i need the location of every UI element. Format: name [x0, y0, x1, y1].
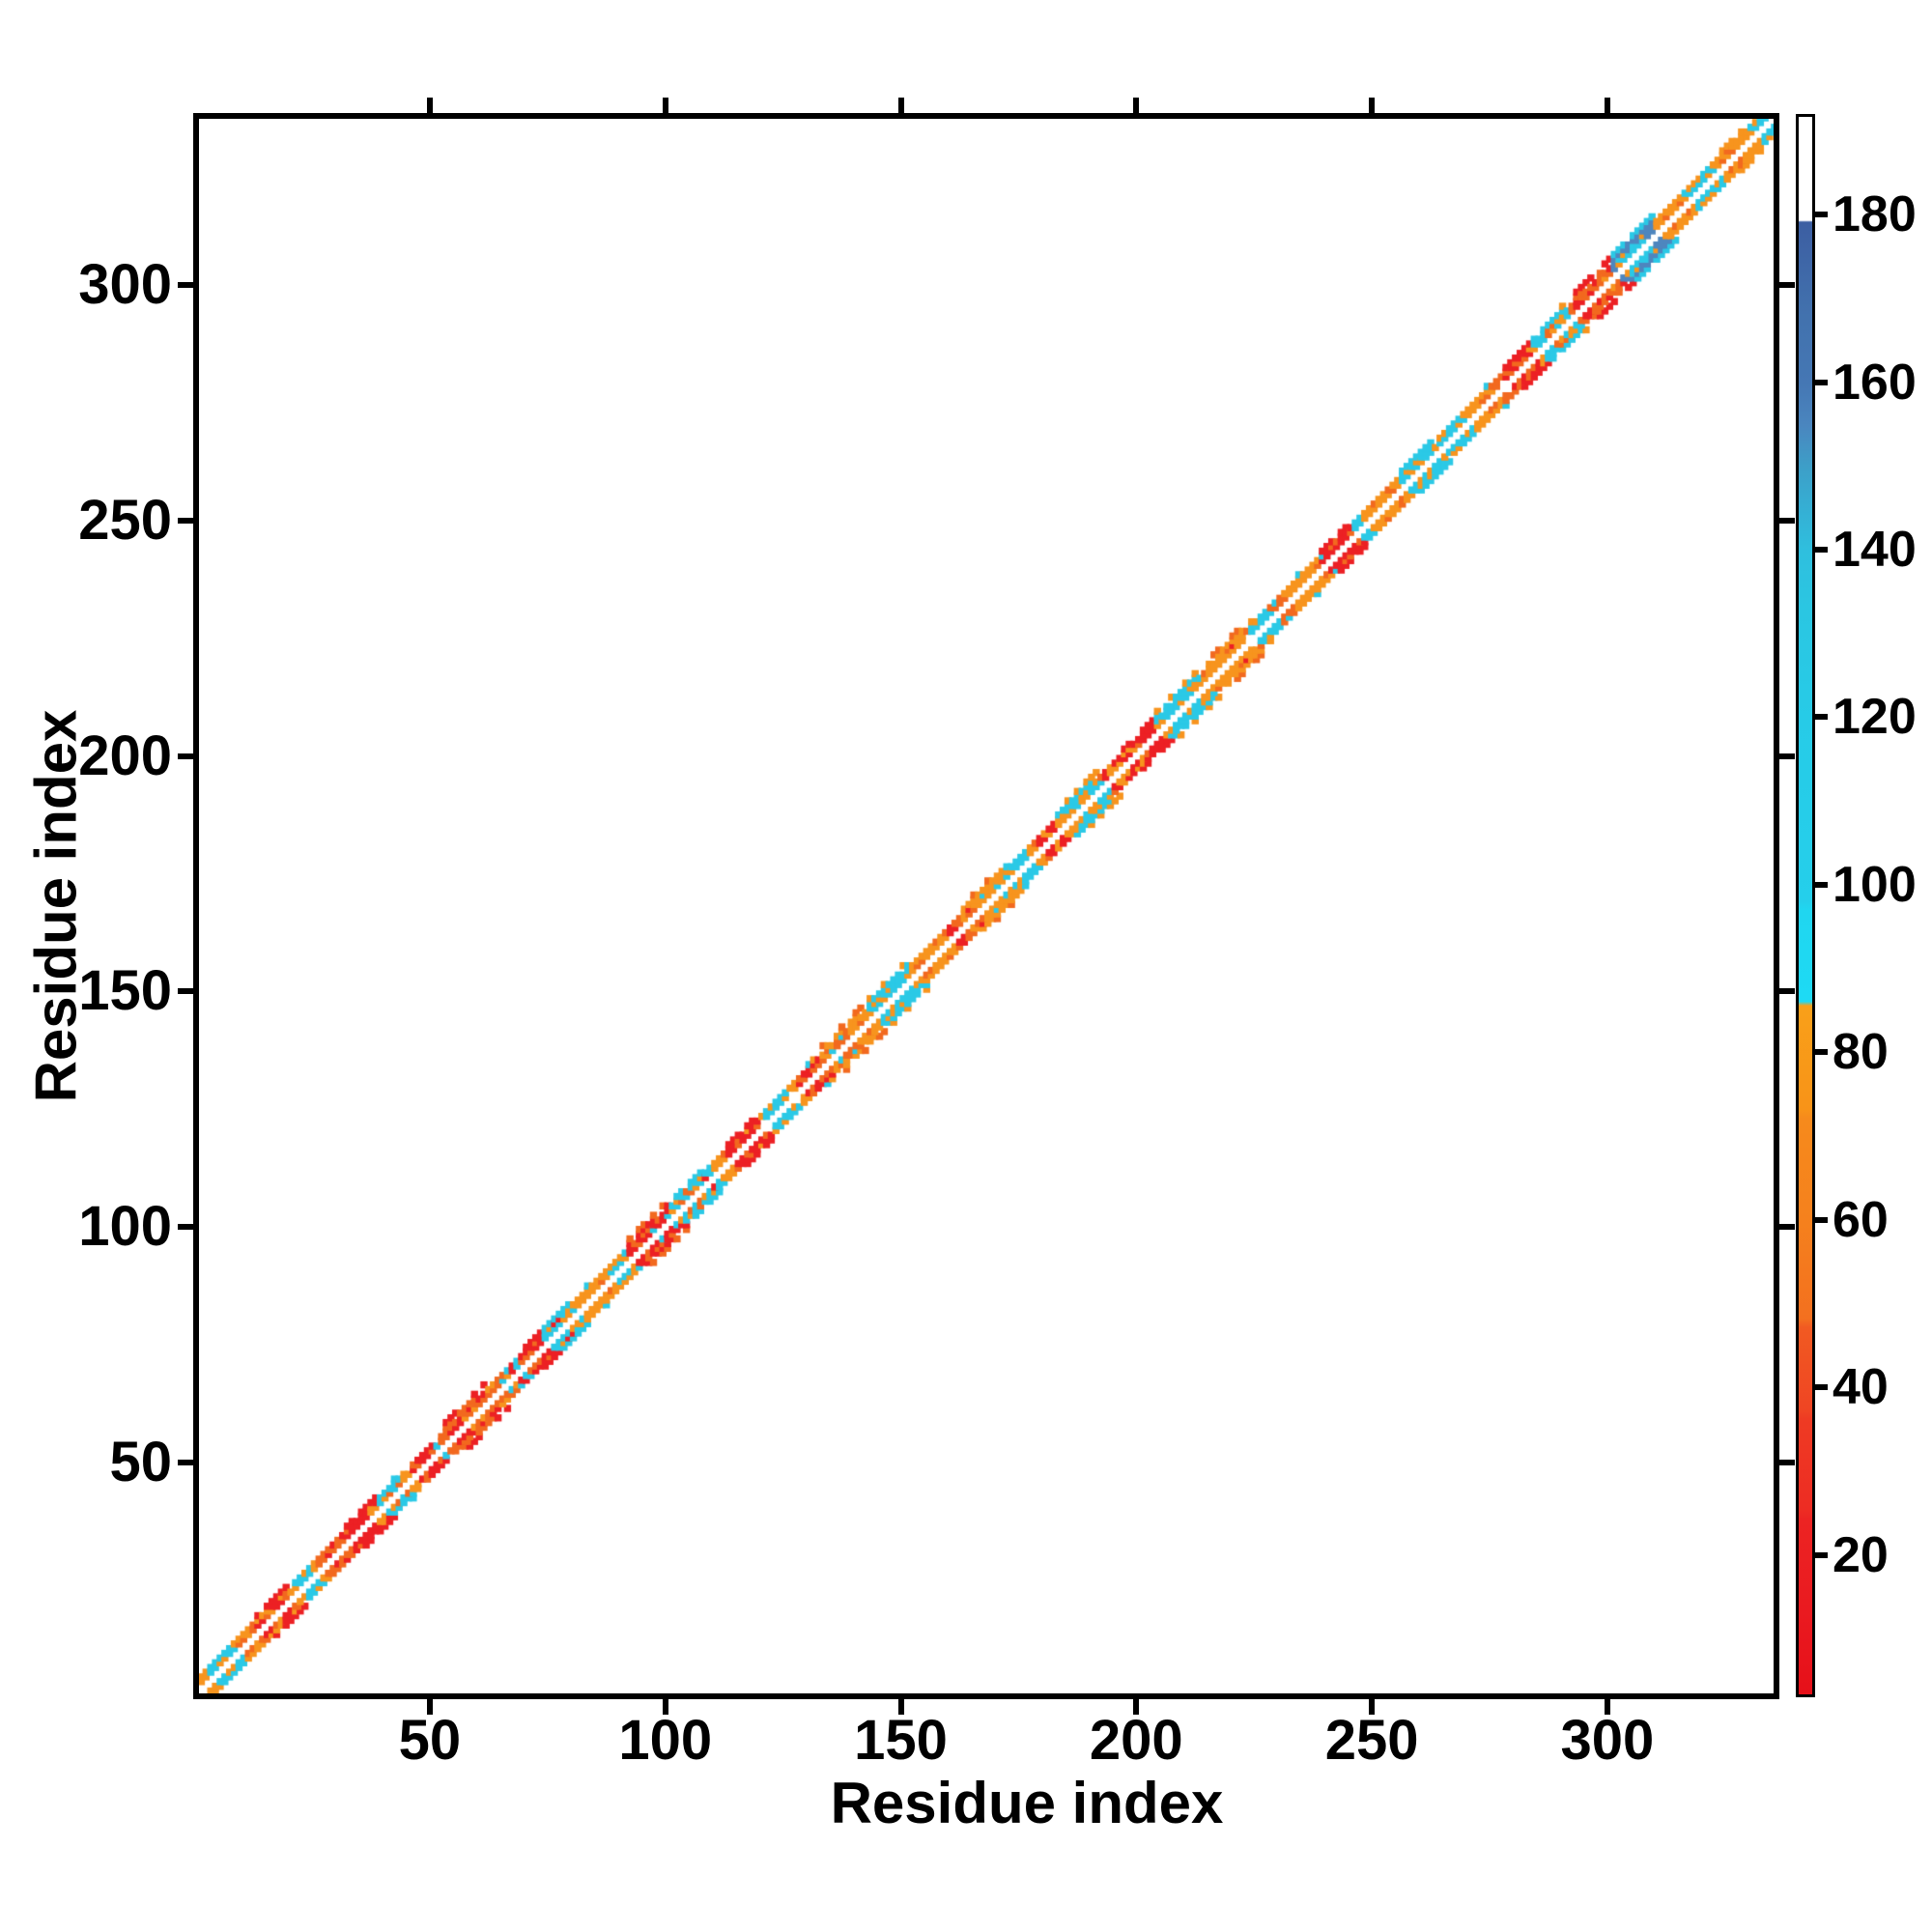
colorbar-tick	[1815, 212, 1828, 218]
y-tick-label: 300	[78, 253, 172, 317]
y-tick-label: 200	[78, 724, 172, 787]
x-tick-label: 300	[1560, 1709, 1655, 1772]
colorbar-tick	[1815, 379, 1828, 385]
y-axis-tick-right	[1779, 282, 1795, 289]
colorbar-tick	[1815, 546, 1828, 553]
colorbar	[1796, 114, 1815, 1697]
contact-map-canvas	[199, 119, 1774, 1693]
x-axis-tick-top	[426, 98, 433, 113]
x-axis-tick-top	[662, 98, 668, 113]
y-tick-label: 50	[109, 1431, 172, 1494]
y-tick-label: 150	[78, 959, 172, 1023]
y-axis-tick	[178, 753, 193, 759]
x-tick-label: 50	[398, 1709, 462, 1772]
y-axis-tick	[178, 517, 193, 524]
y-tick-label: 250	[78, 488, 172, 552]
y-axis-tick	[178, 282, 193, 289]
y-axis-title: Residue index	[23, 709, 89, 1103]
colorbar-tick	[1815, 1551, 1828, 1558]
colorbar-tick	[1815, 714, 1828, 721]
colorbar-tick-label: 20	[1833, 1526, 1889, 1583]
x-tick-label: 100	[618, 1709, 713, 1772]
colorbar-tick-label: 120	[1833, 689, 1917, 746]
colorbar-tick-label: 160	[1833, 354, 1917, 411]
y-axis-tick-right	[1779, 517, 1795, 524]
x-tick-label: 200	[1089, 1709, 1183, 1772]
x-axis-tick-top	[1369, 98, 1376, 113]
colorbar-tick-label: 180	[1833, 186, 1917, 243]
y-axis-tick	[178, 1460, 193, 1466]
colorbar-tick-label: 60	[1833, 1191, 1889, 1248]
x-axis-title-text: Residue index	[830, 1771, 1224, 1835]
colorbar-tick-label: 40	[1833, 1359, 1889, 1416]
colorbar-tick	[1815, 881, 1828, 888]
x-axis-tick	[1604, 1699, 1610, 1715]
x-tick-label: 150	[854, 1709, 948, 1772]
x-axis-tick-top	[1604, 98, 1610, 113]
colorbar-tick-label: 100	[1833, 856, 1917, 913]
y-axis-tick-right	[1779, 753, 1795, 759]
x-tick-label: 250	[1324, 1709, 1419, 1772]
y-axis-tick-right	[1779, 1460, 1795, 1466]
y-axis-tick-right	[1779, 988, 1795, 995]
x-axis-tick	[1369, 1699, 1376, 1715]
y-axis-tick-right	[1779, 1224, 1795, 1231]
x-axis-title: Residue index	[41, 1770, 1932, 1836]
colorbar-tick	[1815, 1384, 1828, 1391]
colorbar-tick	[1815, 1049, 1828, 1056]
y-axis-tick	[178, 988, 193, 995]
x-axis-tick-top	[897, 98, 904, 113]
colorbar-tick	[1815, 1216, 1828, 1223]
y-tick-label: 100	[78, 1195, 172, 1259]
colorbar-tick-label: 140	[1833, 521, 1917, 578]
x-axis-tick-top	[1133, 98, 1140, 113]
colorbar-tick-label: 80	[1833, 1024, 1889, 1081]
y-axis-tick	[178, 1224, 193, 1231]
x-axis-tick	[426, 1699, 433, 1715]
x-axis-tick	[1133, 1699, 1140, 1715]
x-axis-tick	[897, 1699, 904, 1715]
x-axis-tick	[662, 1699, 668, 1715]
